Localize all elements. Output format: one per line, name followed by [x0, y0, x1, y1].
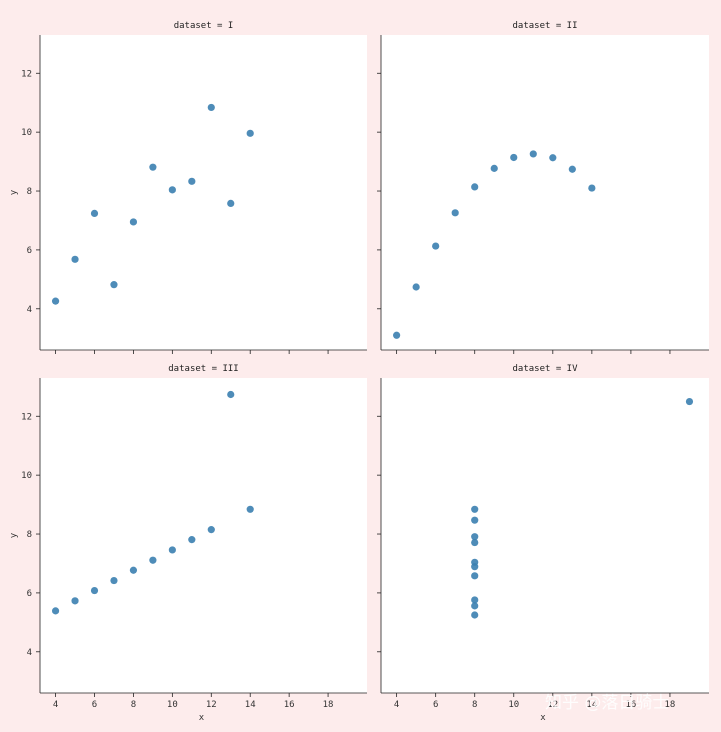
x-tick-label: 18 — [665, 700, 676, 710]
x-tick-label: 14 — [245, 700, 256, 710]
data-point — [168, 546, 176, 554]
x-tick-label: 8 — [472, 700, 477, 710]
data-point — [110, 576, 118, 585]
x-tick-label: 16 — [284, 700, 295, 710]
data-point — [549, 154, 557, 162]
y-tick-label: 8 — [27, 530, 32, 540]
panel-title: dataset = IV — [512, 364, 578, 374]
data-point — [227, 199, 235, 207]
data-point — [685, 397, 694, 406]
data-point — [471, 572, 479, 580]
data-point — [90, 586, 99, 595]
data-point — [129, 218, 138, 226]
panel-background — [381, 378, 709, 693]
panel-1: dataset = I 4 6 8 10 12 y — [9, 21, 367, 354]
panel-title: dataset = I — [174, 21, 234, 31]
panel-background — [381, 35, 709, 350]
y-tick-label: 10 — [21, 471, 32, 481]
y-tick-label: 4 — [27, 305, 32, 315]
x-tick-label: 4 — [394, 700, 399, 710]
panel-title: dataset = III — [168, 364, 238, 374]
data-point — [188, 177, 196, 185]
data-point — [110, 281, 118, 289]
y-tick-label: 8 — [27, 187, 32, 197]
data-point — [246, 129, 254, 137]
data-point — [471, 533, 479, 541]
y-tick-label: 12 — [21, 412, 32, 422]
y-axis-label: y — [9, 189, 19, 195]
panel-4: dataset = IV 4 6 8 10 12 14 16 18 x — [377, 364, 709, 723]
data-point — [568, 165, 576, 173]
y-tick-label: 10 — [21, 128, 32, 138]
panel-background — [40, 378, 367, 693]
x-axis-label: x — [540, 713, 546, 723]
data-point — [471, 563, 479, 571]
data-point — [490, 164, 498, 172]
watermark-text: 知乎 @落日骑士 — [545, 693, 669, 713]
data-point — [188, 536, 196, 544]
data-point — [227, 390, 235, 399]
data-point — [471, 516, 479, 524]
panel-background — [40, 35, 367, 350]
data-point — [149, 163, 157, 171]
data-point — [51, 607, 60, 615]
data-point — [471, 602, 479, 610]
data-point — [529, 150, 537, 158]
data-point — [51, 297, 60, 305]
data-point — [129, 566, 138, 574]
x-tick-label: 8 — [131, 700, 136, 710]
x-axis-label: x — [199, 713, 205, 723]
y-tick-label: 4 — [27, 648, 32, 658]
data-point — [471, 183, 479, 191]
x-tick-label: 6 — [92, 700, 97, 710]
y-tick-label: 6 — [27, 589, 32, 599]
data-point — [246, 505, 254, 513]
data-point — [471, 505, 479, 513]
x-tick-label: 14 — [586, 700, 597, 710]
data-point — [393, 331, 401, 339]
data-point — [149, 556, 157, 564]
x-tick-label: 10 — [508, 700, 519, 710]
data-point — [90, 209, 99, 218]
y-tick-label: 12 — [21, 69, 32, 79]
y-tick-label: 6 — [27, 246, 32, 256]
x-tick-label: 16 — [625, 700, 636, 710]
data-point — [412, 283, 420, 291]
data-point — [71, 255, 79, 263]
data-point — [207, 103, 215, 112]
data-point — [71, 597, 79, 605]
panel-title: dataset = II — [512, 21, 577, 31]
x-tick-label: 6 — [433, 700, 438, 710]
data-point — [168, 186, 176, 194]
x-tick-label: 12 — [206, 700, 217, 710]
x-tick-label: 4 — [53, 700, 58, 710]
data-point — [432, 242, 440, 250]
data-point — [588, 184, 596, 192]
data-point — [471, 596, 479, 604]
x-tick-label: 12 — [547, 700, 558, 710]
x-tick-label: 10 — [167, 700, 178, 710]
data-point — [510, 153, 518, 162]
data-point — [207, 526, 215, 534]
data-point — [451, 209, 459, 217]
y-axis-label: y — [9, 532, 19, 538]
x-tick-label: 18 — [323, 700, 334, 710]
data-point — [471, 611, 479, 619]
data-point — [471, 538, 479, 547]
panel-2: dataset = II — [377, 21, 709, 354]
